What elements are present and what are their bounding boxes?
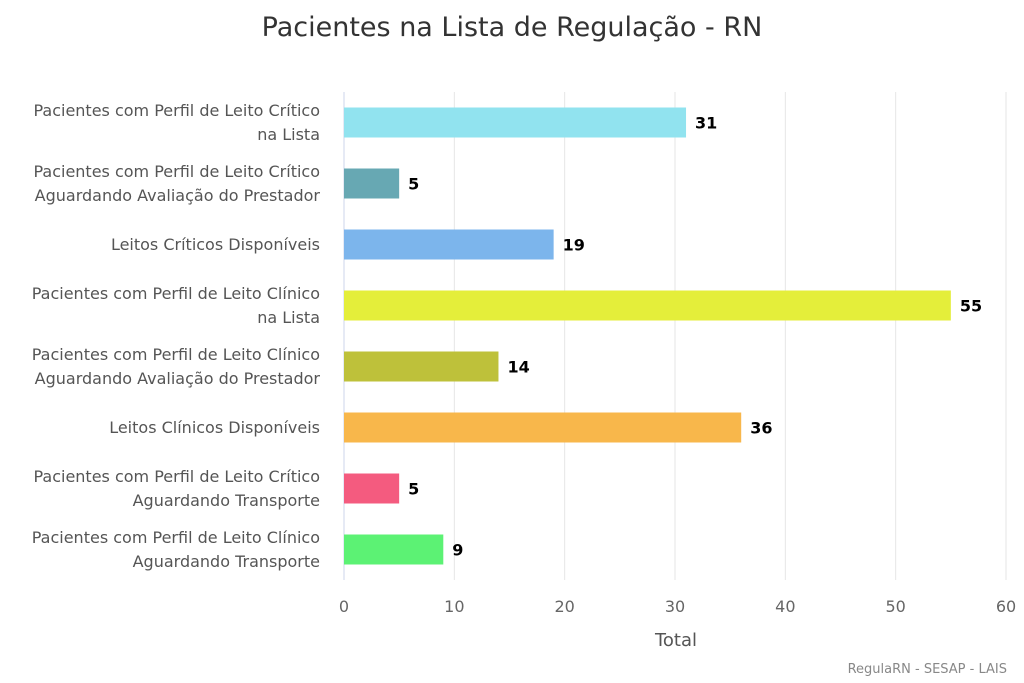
bar-value-label: 14 <box>507 358 529 377</box>
category-label: Pacientes com Perfil de Leito Clínico Ag… <box>31 344 320 388</box>
category-label: Leitos Críticos Disponíveis <box>110 234 320 254</box>
bar-value-label: 9 <box>452 541 463 560</box>
x-tick-label: 60 <box>996 597 1016 616</box>
x-tick-label: 50 <box>885 597 905 616</box>
x-tick-label: 0 <box>339 597 349 616</box>
bar[interactable] <box>344 290 951 321</box>
bar[interactable] <box>344 229 554 260</box>
x-axis: 0 10 20 30 40 50 60 <box>339 597 1016 616</box>
x-tick-label: 30 <box>665 597 685 616</box>
bar-value-label: 5 <box>408 175 419 194</box>
x-tick-label: 20 <box>554 597 574 616</box>
bar[interactable] <box>344 473 400 504</box>
bar-value-label: 19 <box>563 236 585 255</box>
category-label: Pacientes com Perfil de Leito Crítico na… <box>33 100 320 144</box>
credits[interactable]: RegulaRN - SESAP - LAIS <box>847 662 1007 677</box>
bar[interactable] <box>344 168 400 199</box>
chart-title: Pacientes na Lista de Regulação - RN <box>261 12 763 43</box>
category-label: Leitos Clínicos Disponíveis <box>109 417 320 437</box>
x-tick-label: 40 <box>775 597 795 616</box>
bar[interactable] <box>344 107 687 138</box>
bar-value-label: 55 <box>960 297 982 316</box>
category-label: Pacientes com Perfil de Leito Clínico Ag… <box>31 527 320 571</box>
bars: 31 5 19 55 14 36 5 9 <box>344 107 982 565</box>
category-label: Pacientes com Perfil de Leito Crítico Ag… <box>33 161 320 205</box>
bar-value-label: 36 <box>750 419 772 438</box>
bar[interactable] <box>344 351 499 382</box>
bar[interactable] <box>344 534 444 565</box>
bar[interactable] <box>344 412 742 443</box>
bar-value-label: 31 <box>695 114 717 133</box>
x-axis-title: Total <box>654 630 697 651</box>
x-tick-label: 10 <box>444 597 464 616</box>
category-label: Pacientes com Perfil de Leito Crítico Ag… <box>33 466 320 510</box>
bar-value-label: 5 <box>408 480 419 499</box>
category-label: Pacientes com Perfil de Leito Clínico na… <box>31 283 320 327</box>
grid <box>343 92 1007 580</box>
